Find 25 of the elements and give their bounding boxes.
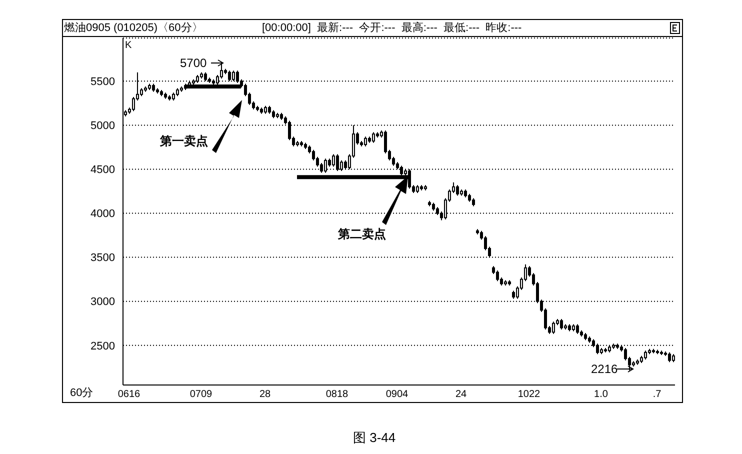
y-tick-label: 2500	[90, 340, 115, 352]
annotation: 第二卖点	[338, 226, 386, 242]
y-tick-label: 3500	[90, 252, 115, 264]
x-tick-label: .7	[652, 389, 662, 400]
x-tick-label: 0616	[118, 389, 141, 400]
x-tick-label: 0818	[326, 389, 349, 400]
chart-title: 燃油0905 (010205)〈60分〉	[64, 21, 203, 36]
x-tick-label: 1.0	[594, 389, 608, 400]
chart-subtitle: [00:00:00] 最新:--- 今开:--- 最高:--- 最低:--- 昨收:---	[262, 20, 522, 36]
y-tick-label: 4000	[90, 208, 115, 220]
y-tick-label: 5000	[90, 120, 115, 132]
annotation: 第一卖点	[160, 133, 208, 149]
x-tick-label: 28	[259, 389, 271, 400]
caption: 图 3-44	[353, 430, 396, 446]
y-tick-label: 4500	[90, 164, 115, 176]
y-tick-label: 3000	[90, 296, 115, 308]
x-tick-label: 0904	[386, 389, 409, 400]
y-tick-label: 5500	[90, 76, 115, 88]
annotation: 5700	[180, 55, 207, 71]
text: 60分	[70, 386, 94, 401]
annotation: K	[125, 39, 132, 53]
x-tick-label: 24	[455, 389, 467, 400]
x-tick-label: 0709	[190, 389, 213, 400]
annotation: 2216	[591, 361, 618, 377]
x-tick-label: 1022	[518, 389, 541, 400]
